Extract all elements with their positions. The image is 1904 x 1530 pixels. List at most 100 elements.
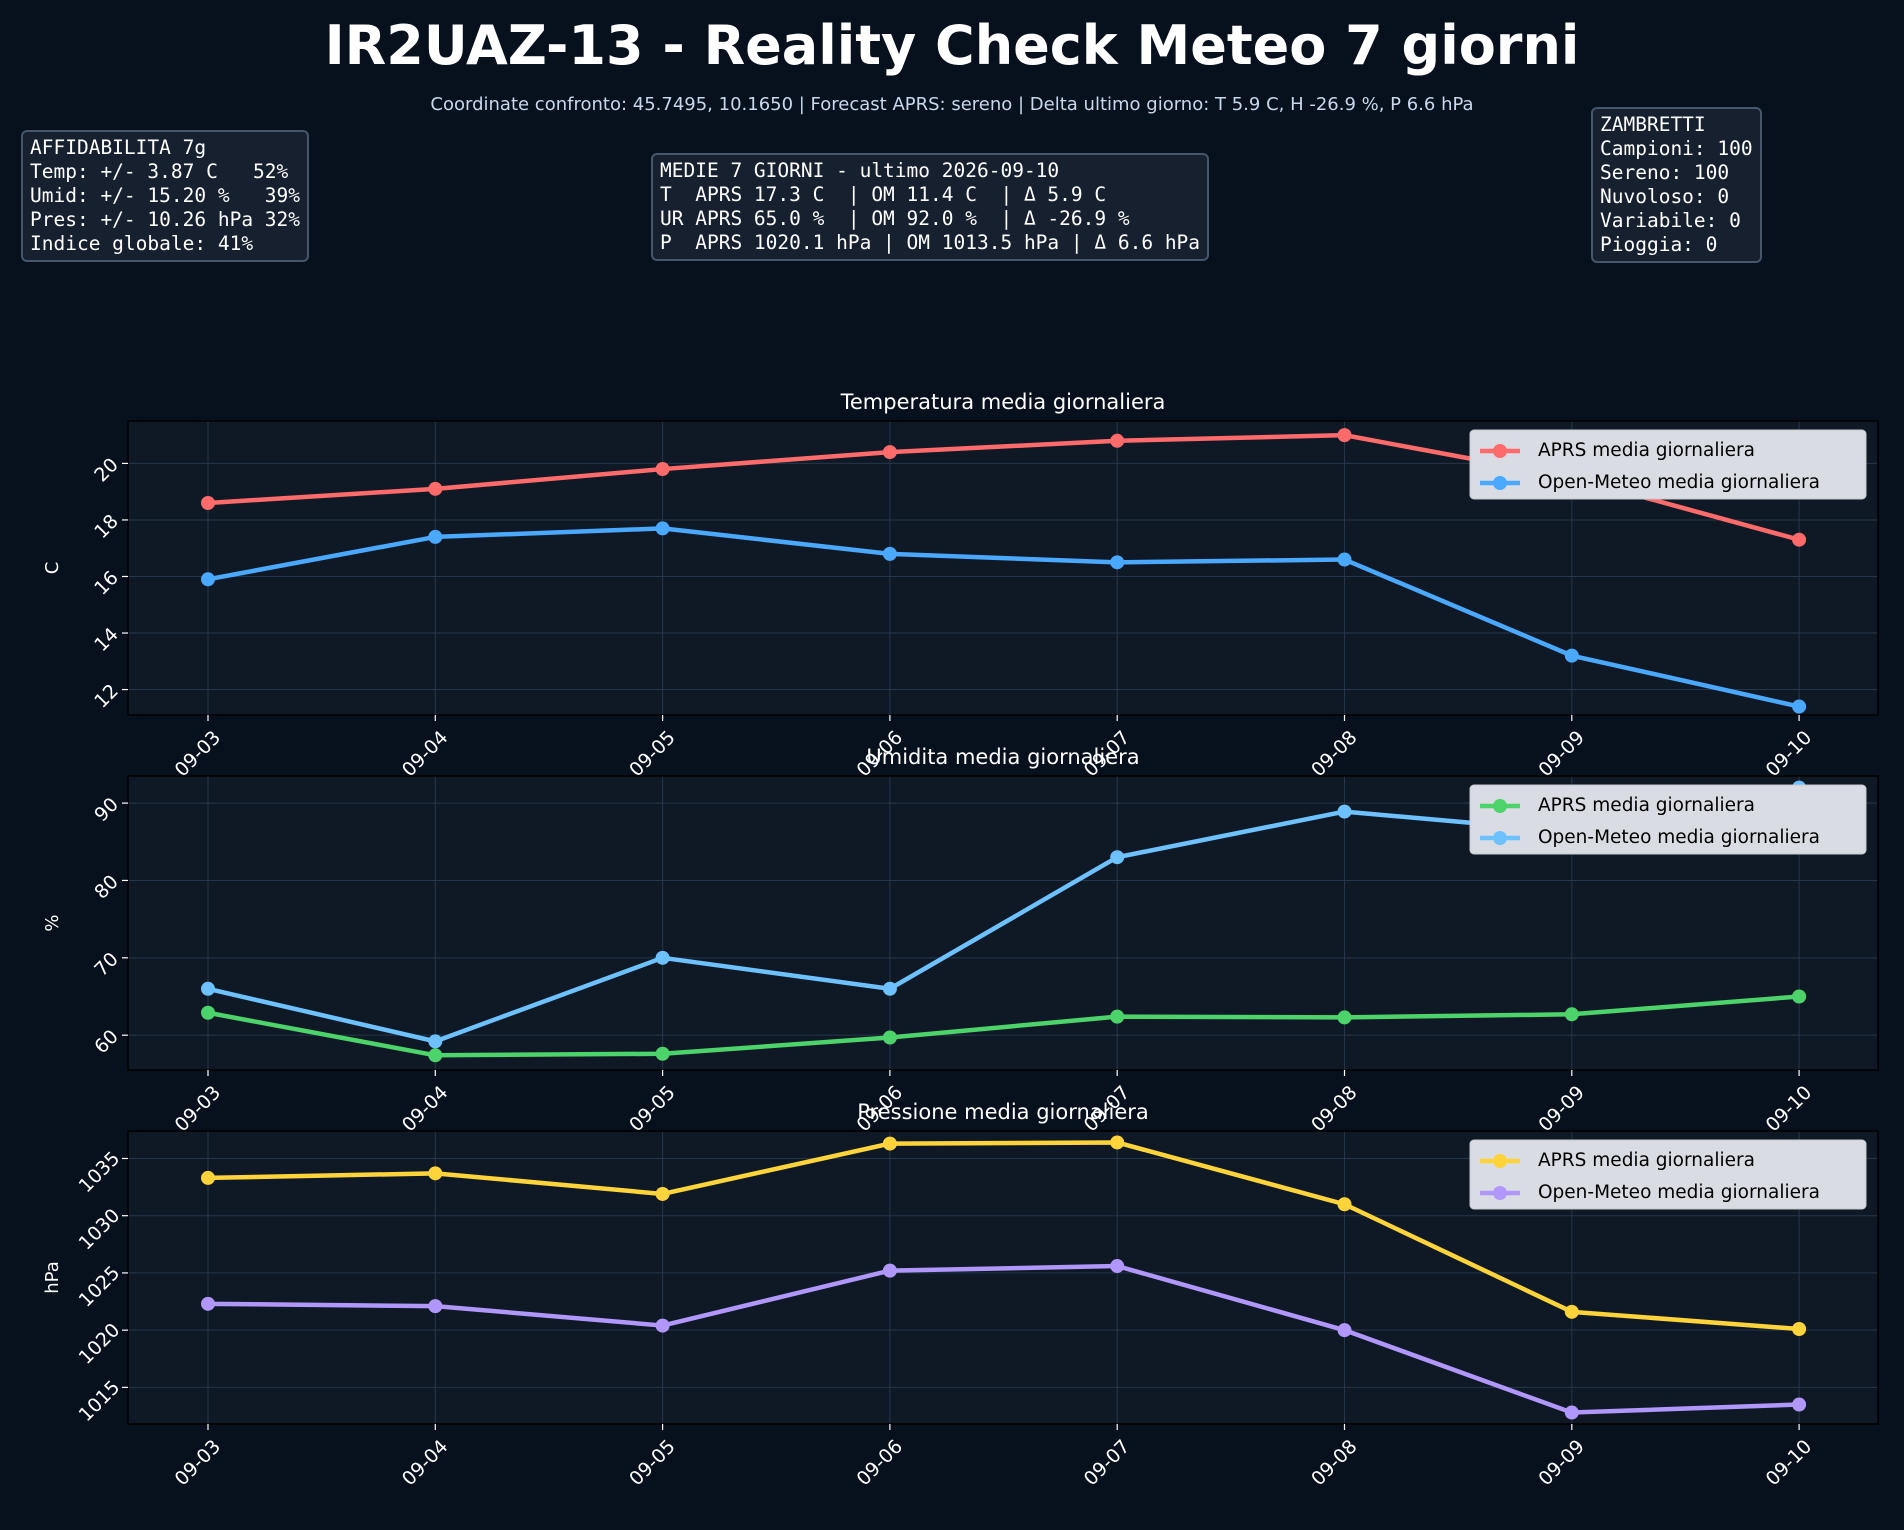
legend-marker: [1493, 444, 1507, 458]
data-point: [1337, 1323, 1352, 1338]
medie-line: P APRS 1020.1 hPa | OM 1013.5 hPa | Δ 6.…: [660, 231, 1201, 254]
medie-box: MEDIE 7 GIORNI - ultimo 2026-09-10 T APRS…: [651, 153, 1210, 261]
chart-panel-2: 1015 1020 1025 1030 1035 09-03 09-04 09-05 09-06…: [42, 1100, 1879, 1491]
x-tick-label: 09-08: [1307, 1436, 1362, 1491]
data-point: [201, 495, 215, 510]
x-tick-label: 09-09: [1534, 1082, 1589, 1137]
data-point: [1792, 1322, 1807, 1337]
data-point: [201, 1170, 215, 1185]
x-tick-label: 09-10: [1762, 1436, 1817, 1491]
legend-box: [1469, 1139, 1867, 1210]
y-tick-label: 16: [90, 567, 123, 600]
legend-box: [1469, 784, 1867, 855]
affidabilita-line: Indice globale: 41%: [30, 232, 254, 255]
y-tick-label: 1025: [75, 1262, 125, 1312]
data-point: [428, 529, 443, 544]
data-point: [882, 445, 897, 460]
zambretti-line: Campioni: 100: [1600, 137, 1753, 160]
y-axis-label: %: [42, 914, 63, 931]
data-point: [655, 1318, 670, 1333]
affidabilita-line: Temp: +/- 3.87 C 52%: [30, 160, 289, 183]
y-tick-label: 60: [90, 1026, 123, 1059]
legend-box: [1469, 429, 1867, 500]
data-point: [428, 1034, 443, 1049]
data-point: [1337, 1010, 1352, 1025]
data-point: [1337, 552, 1352, 567]
y-tick-label: 1020: [75, 1319, 125, 1369]
x-tick-label: 09-10: [1762, 727, 1817, 782]
affidabilita-box: AFFIDABILITA 7g Temp: +/- 3.87 C 52% Umid:…: [21, 130, 310, 262]
x-tick-label: 09-03: [171, 1436, 226, 1491]
x-tick-label: 09-07: [1080, 1436, 1135, 1491]
zambretti-line: Variabile: 0: [1600, 209, 1741, 232]
y-axis-label: hPa: [42, 1261, 63, 1293]
y-axis-label: C: [42, 562, 63, 575]
plot-border: [127, 420, 1879, 716]
x-tick-label: 09-04: [398, 727, 453, 782]
x-tick-label: 09-10: [1762, 1082, 1817, 1137]
legend-label: Open-Meteo media giornaliera: [1538, 1182, 1820, 1203]
affidabilita-line: Pres: +/- 10.26 hPa 32%: [30, 208, 301, 231]
y-tick-label: 12: [90, 680, 123, 713]
data-point: [1564, 1405, 1579, 1420]
zambretti-line: Nuvoloso: 0: [1600, 185, 1730, 208]
chart-title: Pressione media giornaliera: [857, 1100, 1149, 1124]
series-line: [207, 1140, 1800, 1332]
y-tick-label: 20: [90, 454, 123, 487]
series-line: [207, 526, 1800, 709]
x-tick-label: 09-03: [171, 1082, 226, 1137]
x-tick-label: 09-09: [1534, 727, 1589, 782]
legend-marker: [1493, 1186, 1507, 1200]
data-point: [1564, 648, 1579, 663]
data-point: [655, 950, 670, 965]
data-point: [428, 1166, 443, 1181]
y-tick-label: 80: [90, 871, 123, 904]
legend-marker: [1493, 799, 1507, 813]
data-point: [1564, 1007, 1579, 1022]
x-tick-label: 09-05: [625, 727, 680, 782]
chart-title: Temperatura media giornaliera: [840, 390, 1166, 414]
x-tick-label: 09-08: [1307, 1082, 1362, 1137]
legend-marker: [1493, 476, 1507, 490]
series-line: [207, 1263, 1800, 1415]
affidabilita-line: Umid: +/- 15.20 % 39%: [30, 184, 301, 207]
zambretti-line: ZAMBRETTI: [1600, 113, 1706, 136]
x-tick-label: 09-05: [625, 1436, 680, 1491]
y-tick-label: 14: [90, 623, 123, 656]
y-tick-label: 18: [90, 510, 123, 543]
y-tick-label: 1030: [75, 1205, 125, 1255]
x-tick-label: 09-09: [1534, 1436, 1589, 1491]
data-point: [655, 1186, 670, 1201]
data-point: [1110, 850, 1125, 865]
data-point: [882, 1263, 897, 1278]
zambretti-box: ZAMBRETTI Campioni: 100 Sereno: 100 Nuvolos…: [1591, 107, 1762, 263]
data-point: [1110, 433, 1125, 448]
x-tick-label: 09-05: [625, 1082, 680, 1137]
data-point: [1337, 804, 1352, 819]
x-tick-label: 09-04: [398, 1436, 453, 1491]
legend-label: APRS media giornaliera: [1538, 1150, 1755, 1171]
data-point: [428, 1299, 443, 1314]
legend-marker: [1493, 1154, 1507, 1168]
data-point: [1792, 699, 1807, 714]
plot-border: [127, 775, 1879, 1071]
zambretti-line: Pioggia: 0: [1600, 233, 1718, 256]
medie-line: UR APRS 65.0 % | OM 92.0 % | Δ -26.9 %: [660, 207, 1130, 230]
legend-label: Open-Meteo media giornaliera: [1538, 827, 1820, 848]
data-point: [882, 981, 897, 996]
data-point: [882, 546, 897, 561]
data-point: [1110, 555, 1125, 570]
y-tick-label: 1015: [75, 1376, 125, 1426]
affidabilita-line: AFFIDABILITA 7g: [30, 136, 207, 159]
data-point: [1792, 989, 1807, 1004]
data-point: [201, 1005, 215, 1020]
y-tick-label: 70: [90, 948, 123, 981]
x-tick-label: 09-06: [852, 1436, 907, 1491]
data-point: [655, 1046, 670, 1061]
medie-line: T APRS 17.3 C | OM 11.4 C | Δ 5.9 C: [660, 183, 1107, 206]
plot-border: [127, 1130, 1879, 1425]
chart-title: Umidita media giornaliera: [866, 745, 1139, 769]
data-point: [1337, 428, 1352, 443]
page-subtitle: Coordinate confronto: 45.7495, 10.1650 |…: [430, 94, 1474, 115]
